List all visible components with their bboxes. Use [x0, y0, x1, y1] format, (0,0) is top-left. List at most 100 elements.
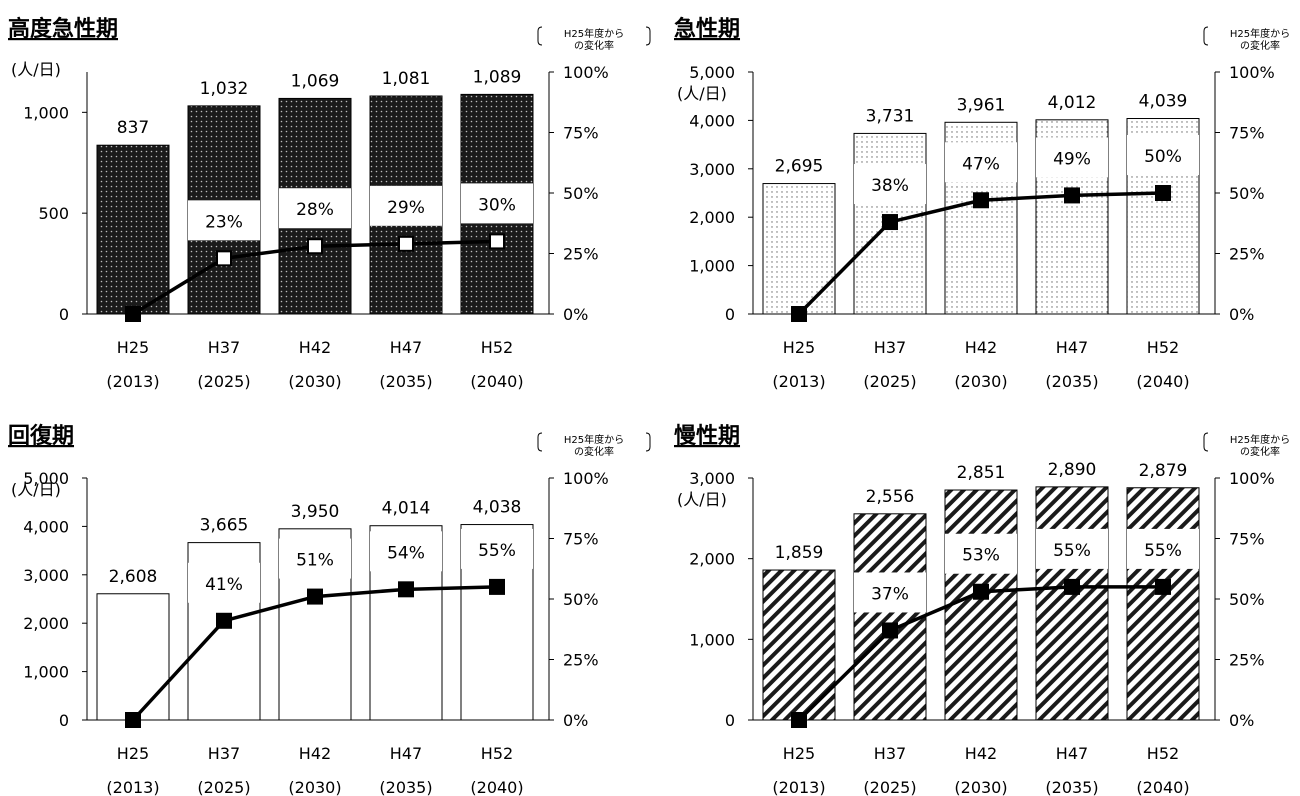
x-tick-year-label: (2013) [106, 778, 159, 796]
bar-value-label: 3,731 [866, 106, 915, 126]
y2-tick-label: 75% [563, 124, 599, 143]
x-tick-year-label: (2030) [288, 372, 341, 391]
x-tick-year-label: (2035) [1045, 778, 1098, 796]
rate-label: 53% [962, 546, 1000, 566]
bar [1126, 487, 1200, 721]
bar [853, 513, 927, 721]
rate-point [973, 583, 989, 600]
rate-label-box [279, 188, 351, 229]
y-tick-label: 1,000 [23, 663, 69, 682]
y2-label-line: H25年度から [1230, 27, 1290, 40]
y2-label-line: の変化率 [574, 39, 614, 52]
rate-label-box [461, 528, 533, 569]
y-tick-label: 2,000 [689, 208, 735, 227]
bar-value-label: 4,039 [1139, 92, 1188, 112]
rate-point [1064, 578, 1080, 595]
x-tick-year-label: (2030) [954, 372, 1007, 391]
y2-label-bracket-left [537, 432, 543, 452]
rate-point [882, 622, 898, 639]
y-tick-label: 1,000 [23, 103, 69, 122]
y2-label-line: の変化率 [574, 445, 614, 458]
x-tick-year-label: (2025) [863, 372, 916, 391]
y2-tick-label: 0% [1229, 711, 1254, 730]
x-tick-year-label: (2040) [1136, 778, 1189, 796]
rate-point [1155, 185, 1171, 201]
bar-value-label: 1,089 [473, 67, 522, 87]
bar [944, 489, 1018, 721]
x-tick-label: H47 [390, 338, 422, 357]
bar-value-label: 4,014 [382, 499, 431, 519]
x-tick-label: H52 [481, 338, 513, 357]
chart-title: 急性期 [674, 16, 740, 42]
bar-value-label: 2,890 [1048, 460, 1097, 480]
y2-tick-label: 25% [1229, 245, 1265, 264]
y-tick-label: 1,000 [689, 257, 735, 276]
rate-label: 37% [871, 584, 909, 604]
rate-label: 49% [1053, 149, 1091, 169]
rate-label-box [854, 572, 926, 613]
rate-point [489, 578, 505, 595]
bar-value-label: 2,879 [1139, 461, 1188, 481]
bar-value-label: 3,950 [291, 502, 340, 522]
x-tick-year-label: (2040) [470, 372, 523, 391]
y2-label-bracket-left [1203, 26, 1209, 46]
bar-value-label: 3,961 [957, 95, 1006, 115]
rate-point [125, 712, 141, 728]
y-tick-label: 3,000 [689, 160, 735, 179]
rate-label-box [1127, 135, 1199, 175]
rate-label-box [279, 538, 351, 579]
y2-label-line: H25年度から [564, 27, 624, 40]
rate-label-box [370, 185, 442, 226]
y2-tick-label: 25% [1229, 651, 1265, 670]
rate-point [125, 306, 141, 322]
y-axis-label: (人/日) [677, 84, 727, 103]
y2-label-bracket-left [1203, 432, 1209, 452]
y-tick-label: 2,000 [689, 550, 735, 569]
rate-label-box [188, 562, 260, 603]
rate-label: 38% [871, 176, 909, 196]
x-tick-label: H47 [1056, 744, 1088, 763]
y-axis-label: (人/日) [11, 480, 61, 499]
x-tick-label: H42 [299, 338, 331, 357]
x-tick-label: H42 [965, 338, 997, 357]
y-tick-label: 0 [59, 711, 69, 730]
y-tick-label: 0 [59, 305, 69, 324]
rate-label-box [1127, 528, 1199, 569]
bar [1035, 486, 1109, 721]
x-tick-year-label: (2025) [197, 372, 250, 391]
bar [96, 593, 170, 721]
rate-point [1155, 578, 1171, 595]
x-tick-year-label: (2013) [772, 778, 825, 796]
rate-label: 55% [478, 541, 516, 561]
rate-point [973, 192, 989, 209]
y2-tick-label: 100% [1229, 469, 1275, 488]
y2-tick-label: 50% [563, 184, 599, 203]
x-tick-year-label: (2013) [106, 372, 159, 391]
x-tick-year-label: (2040) [1136, 372, 1189, 391]
rate-label-box [945, 142, 1017, 183]
y2-tick-label: 0% [563, 305, 588, 324]
x-tick-label: H37 [874, 338, 906, 357]
x-tick-label: H52 [1147, 744, 1179, 763]
y2-label-line: の変化率 [1240, 39, 1280, 52]
bar-value-label: 837 [117, 118, 149, 138]
rate-label: 54% [387, 543, 425, 563]
x-tick-label: H25 [783, 338, 815, 357]
y-tick-label: 2,000 [23, 614, 69, 633]
y2-tick-label: 75% [1229, 124, 1265, 143]
x-tick-year-label: (2040) [470, 778, 523, 796]
y2-tick-label: 25% [563, 245, 599, 264]
y-axis-label: (人/日) [11, 60, 61, 79]
rate-point [1064, 187, 1080, 204]
y-tick-label: 3,000 [23, 566, 69, 585]
x-tick-year-label: (2030) [954, 778, 1007, 796]
y2-tick-label: 0% [563, 711, 588, 730]
y-axis-label: (人/日) [677, 490, 727, 509]
rate-label: 55% [1053, 541, 1091, 561]
y2-label-line: の変化率 [1240, 445, 1280, 458]
y2-tick-label: 100% [563, 63, 609, 82]
rate-label-box [370, 531, 442, 572]
x-tick-label: H47 [390, 744, 422, 763]
